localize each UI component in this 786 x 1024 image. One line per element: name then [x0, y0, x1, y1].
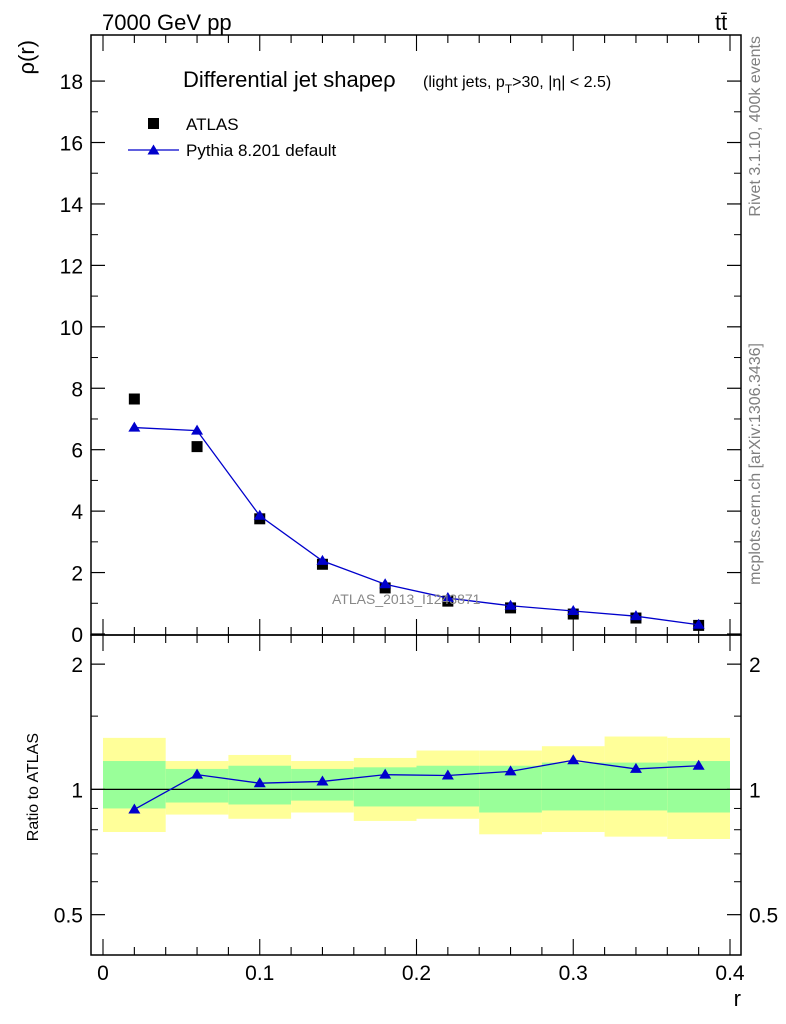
main-ytick-label: 4: [71, 501, 83, 524]
main-title-cuts: (light jets, pT>30, |η| < 2.5): [423, 74, 611, 96]
pythia-point: [253, 509, 266, 520]
main-ytick-label: 10: [60, 317, 83, 340]
ratio-xtick-label: 0.4: [715, 962, 745, 985]
legend-atlas-label: ATLAS: [186, 115, 239, 134]
main-ytick-label: 6: [71, 440, 83, 463]
ratio-xtick-label: 0.1: [245, 962, 274, 985]
main-ytick-label: 8: [71, 378, 83, 401]
ratio-pythia-point: [379, 768, 392, 779]
atlas-point: [191, 441, 203, 453]
pythia-point: [629, 610, 642, 621]
main-title-cuts-tail: >30, |η| < 2.5): [512, 74, 611, 91]
ratio-panel: 0.5 0.5 1 1 2 2 0 0.1 0.2 0.3 0.4 Ratio to ATLAS r: [25, 634, 778, 1011]
ratio-band-inner: [103, 761, 166, 809]
ratio-ytick-label-right: 0.5: [749, 905, 778, 928]
rivet-label: Rivet 3.1.10, 400k events: [747, 36, 764, 217]
ratio-pythia-point: [191, 768, 204, 779]
legend-pythia-label: Pythia 8.201 default: [186, 141, 337, 160]
main-title-text: Differential jet shape: [183, 67, 383, 92]
ratio-ytick-label: 1: [71, 779, 83, 802]
ratio-xtick-label: 0: [97, 962, 109, 985]
ratio-ylabel: Ratio to ATLAS: [25, 733, 42, 841]
analysis-label: ATLAS_2013_I1243871: [332, 591, 481, 607]
main-title: Differential jet shapeρ: [183, 67, 396, 92]
main-title-cuts-sub: T: [505, 82, 513, 96]
ratio-pythia-point: [629, 762, 642, 773]
main-data: [128, 393, 705, 631]
ratio-axes: 0.5 0.5 1 1 2 2 0 0.1 0.2 0.3 0.4: [54, 635, 778, 985]
ratio-pythia-point: [692, 759, 705, 770]
pythia-point: [692, 618, 705, 629]
ratio-pythia-point: [504, 765, 517, 776]
pythia-point: [567, 604, 580, 615]
main-ylabel: ρ(r): [14, 40, 39, 75]
ratio-pythia-point: [128, 803, 141, 814]
main-ytick-label: 14: [60, 194, 84, 217]
legend-pythia-marker: [147, 144, 160, 155]
ratio-ytick-label: 0.5: [54, 905, 83, 928]
process-label: tt̄: [715, 10, 727, 35]
main-ytick-label: 0: [71, 624, 83, 647]
legend-atlas-marker: [148, 118, 159, 129]
ratio-pythia-point: [441, 769, 454, 780]
main-ytick-label: 2: [71, 563, 83, 586]
ratio-pythia-point: [567, 754, 580, 765]
ratio-bands: [103, 736, 730, 840]
ratio-band-inner: [541, 762, 605, 811]
atlas-point: [128, 393, 140, 405]
pythia-point: [379, 578, 392, 589]
main-title-cuts-text: (light jets, p: [423, 74, 505, 91]
ratio-ytick-label-right: 2: [749, 654, 761, 677]
legend: ATLAS Pythia 8.201 default: [128, 115, 337, 160]
ratio-xlabel: r: [734, 986, 741, 1011]
mcplots-label: mcplots.cern.ch [arXiv:1306.3436]: [747, 343, 764, 585]
beam-label: 7000 GeV pp: [102, 10, 232, 35]
pythia-point: [128, 421, 141, 432]
pythia-line: [134, 426, 699, 626]
ratio-pythia-point: [253, 777, 266, 788]
pythia-point: [191, 424, 204, 435]
ratio-xtick-label: 0.3: [559, 962, 588, 985]
pythia-point: [441, 592, 454, 603]
ratio-ytick-label: 2: [71, 654, 83, 677]
pythia-point: [504, 599, 517, 610]
main-title-symbol: ρ: [383, 67, 396, 92]
main-ytick-label: 16: [60, 133, 83, 156]
ratio-pythia-line: [134, 759, 699, 811]
main-axes: 0 2 4 6 8 10 12 14 16 18: [60, 35, 741, 647]
ratio-pythia-point: [316, 775, 329, 786]
main-panel: 0 2 4 6 8 10 12 14 16 18 ρ(r) Differential jet sh…: [14, 34, 742, 647]
main-ytick-label: 18: [60, 71, 83, 94]
pythia-point: [316, 554, 329, 565]
ratio-ytick-label-right: 1: [749, 779, 761, 802]
main-ytick-label: 12: [60, 255, 83, 278]
ratio-xtick-label: 0.2: [402, 962, 431, 985]
ratio-frame: [90, 634, 742, 956]
ratio-data: [128, 754, 705, 814]
